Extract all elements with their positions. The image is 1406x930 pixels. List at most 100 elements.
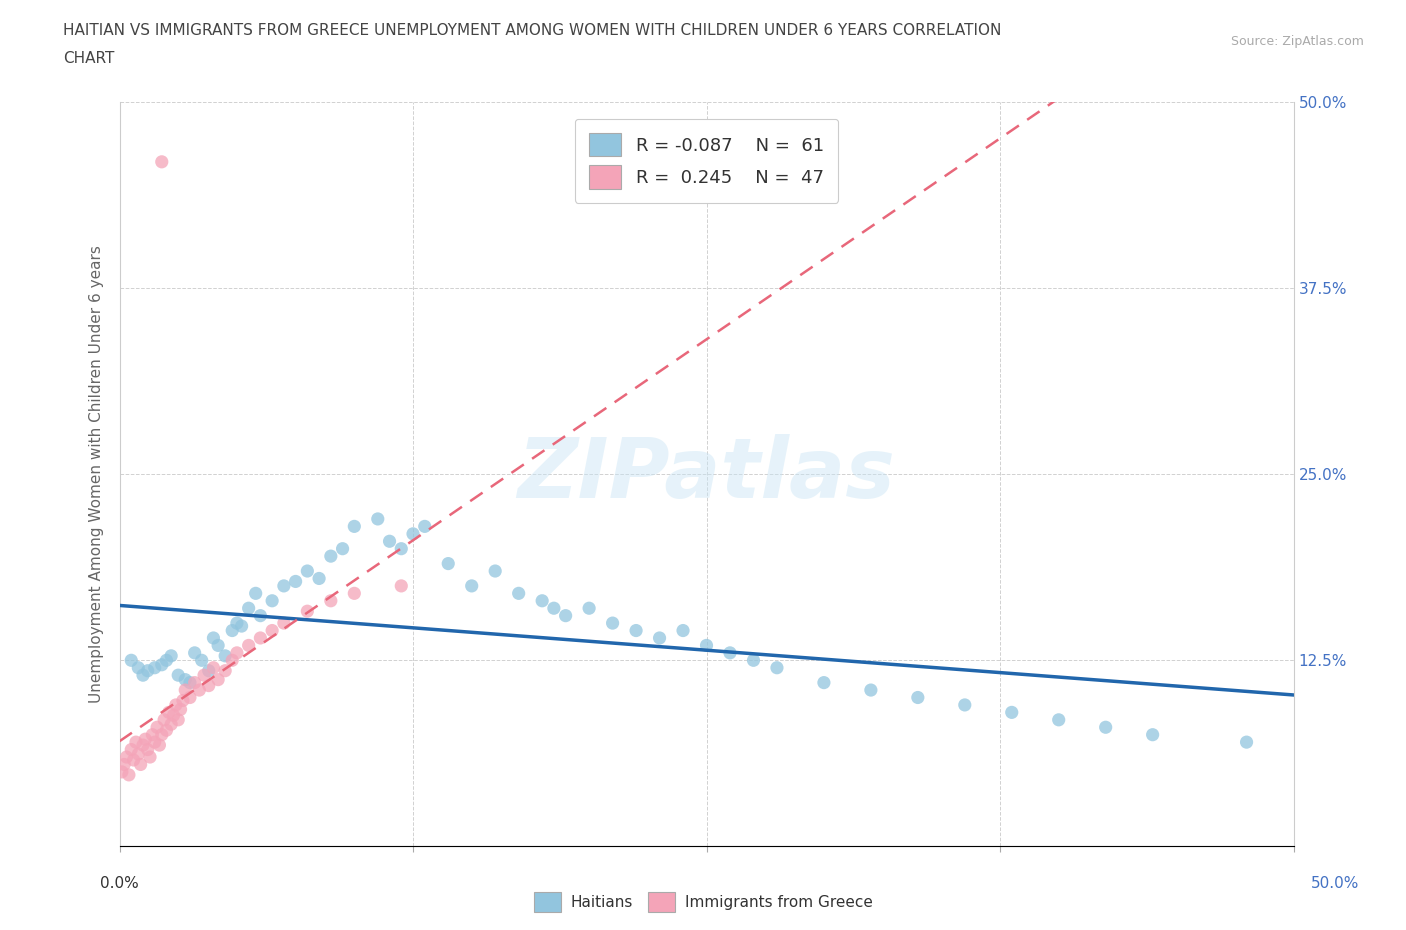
Point bbox=[179, 675, 201, 690]
Point bbox=[225, 645, 249, 660]
Point bbox=[183, 675, 205, 690]
Point bbox=[202, 660, 225, 675]
Point bbox=[150, 154, 173, 169]
Point bbox=[766, 660, 789, 675]
Point bbox=[179, 690, 201, 705]
Point bbox=[907, 690, 929, 705]
Point bbox=[202, 631, 225, 645]
Point bbox=[1094, 720, 1116, 735]
Text: Source: ZipAtlas.com: Source: ZipAtlas.com bbox=[1230, 35, 1364, 48]
Point bbox=[696, 638, 718, 653]
Point bbox=[134, 732, 156, 747]
Point bbox=[262, 623, 284, 638]
Point bbox=[214, 663, 236, 678]
Y-axis label: Unemployment Among Women with Children Under 6 years: Unemployment Among Women with Children U… bbox=[89, 246, 104, 703]
Point bbox=[197, 663, 219, 678]
Point bbox=[125, 735, 148, 750]
Point bbox=[221, 623, 243, 638]
Point bbox=[214, 648, 236, 663]
Point bbox=[146, 720, 169, 735]
Point bbox=[136, 742, 159, 757]
Point bbox=[859, 683, 882, 698]
Point bbox=[389, 578, 412, 593]
Point bbox=[225, 616, 249, 631]
Point bbox=[245, 586, 267, 601]
Point bbox=[143, 735, 166, 750]
Point bbox=[231, 618, 253, 633]
Legend: Haitians, Immigrants from Greece: Haitians, Immigrants from Greece bbox=[527, 886, 879, 918]
Point bbox=[148, 737, 170, 752]
Point bbox=[543, 601, 565, 616]
Point bbox=[297, 564, 319, 578]
Point bbox=[141, 727, 163, 742]
Point bbox=[648, 631, 671, 645]
Point bbox=[111, 764, 134, 779]
Point bbox=[508, 586, 530, 601]
Point bbox=[602, 616, 624, 631]
Point bbox=[207, 638, 229, 653]
Point bbox=[118, 767, 141, 782]
Point bbox=[284, 574, 307, 589]
Point bbox=[150, 658, 173, 672]
Point bbox=[402, 526, 425, 541]
Point bbox=[343, 586, 366, 601]
Point bbox=[221, 653, 243, 668]
Point bbox=[160, 717, 183, 732]
Point bbox=[169, 702, 191, 717]
Point bbox=[165, 698, 187, 712]
Point bbox=[153, 712, 176, 727]
Point bbox=[273, 578, 295, 593]
Point bbox=[193, 668, 215, 683]
Point bbox=[484, 564, 506, 578]
Point bbox=[188, 683, 211, 698]
Point bbox=[132, 737, 155, 752]
Point bbox=[742, 653, 765, 668]
Point bbox=[1142, 727, 1164, 742]
Point bbox=[129, 757, 152, 772]
Point bbox=[554, 608, 576, 623]
Point bbox=[413, 519, 436, 534]
Point bbox=[139, 750, 162, 764]
Point bbox=[183, 645, 205, 660]
Point bbox=[157, 705, 180, 720]
Point bbox=[319, 593, 342, 608]
Point bbox=[115, 750, 138, 764]
Point bbox=[172, 693, 194, 708]
Point bbox=[167, 668, 190, 683]
Point bbox=[262, 593, 284, 608]
Point bbox=[174, 672, 197, 687]
Point bbox=[531, 593, 554, 608]
Point bbox=[367, 512, 389, 526]
Point bbox=[207, 672, 229, 687]
Text: ZIPatlas: ZIPatlas bbox=[517, 433, 896, 515]
Point bbox=[332, 541, 354, 556]
Point bbox=[122, 752, 145, 767]
Point bbox=[167, 712, 190, 727]
Point bbox=[112, 757, 135, 772]
Point bbox=[672, 623, 695, 638]
Point bbox=[127, 747, 149, 762]
Point bbox=[127, 660, 149, 675]
Text: HAITIAN VS IMMIGRANTS FROM GREECE UNEMPLOYMENT AMONG WOMEN WITH CHILDREN UNDER 6: HAITIAN VS IMMIGRANTS FROM GREECE UNEMPL… bbox=[63, 23, 1001, 38]
Point bbox=[813, 675, 835, 690]
Point bbox=[136, 663, 159, 678]
Point bbox=[190, 653, 212, 668]
Point bbox=[343, 519, 366, 534]
Point bbox=[389, 541, 412, 556]
Point bbox=[155, 653, 177, 668]
Point bbox=[197, 678, 219, 693]
Point bbox=[150, 727, 173, 742]
Point bbox=[174, 683, 197, 698]
Point bbox=[1236, 735, 1258, 750]
Point bbox=[132, 668, 155, 683]
Point bbox=[160, 648, 183, 663]
Point bbox=[308, 571, 330, 586]
Point bbox=[378, 534, 401, 549]
Point bbox=[460, 578, 484, 593]
Point bbox=[143, 660, 166, 675]
Point bbox=[155, 723, 177, 737]
Text: CHART: CHART bbox=[63, 51, 115, 66]
Point bbox=[718, 645, 741, 660]
Point bbox=[120, 742, 142, 757]
Point bbox=[437, 556, 460, 571]
